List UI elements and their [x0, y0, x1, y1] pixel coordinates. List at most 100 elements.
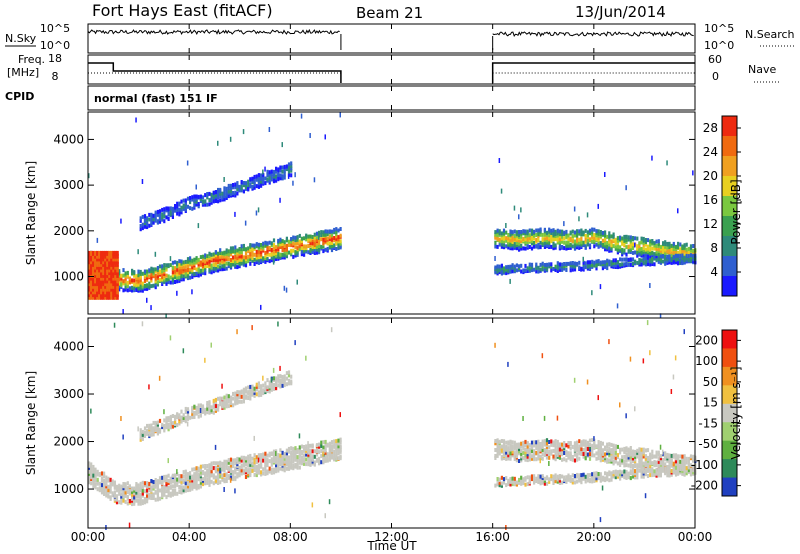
echo-cell	[212, 473, 215, 478]
noise-cell	[670, 389, 673, 394]
echo-cell	[195, 271, 198, 276]
echo-cell	[98, 292, 101, 298]
echo-cell	[238, 473, 241, 478]
echo-cell	[135, 280, 138, 285]
echo-cell	[249, 254, 252, 259]
echo-cell	[253, 182, 256, 187]
echo-cell	[163, 279, 166, 284]
noise-cell	[677, 208, 679, 214]
echo-cell	[180, 259, 183, 264]
echo-cell	[315, 237, 319, 242]
echo-cell	[255, 249, 258, 254]
echo-cell	[260, 464, 263, 469]
echo-cell	[339, 239, 342, 244]
echo-cell	[582, 472, 585, 477]
echo-cell	[262, 241, 265, 246]
echo-cell	[526, 235, 529, 240]
echo-cell	[251, 392, 254, 397]
echo-cell	[561, 237, 564, 241]
echo-cell	[311, 235, 314, 239]
echo-cell	[330, 237, 334, 242]
echo-cell	[165, 482, 168, 487]
echo-cell	[578, 245, 581, 250]
echo-cell	[131, 288, 134, 293]
echo-cell	[165, 281, 168, 286]
echo-cell	[309, 247, 312, 252]
echo-cell	[558, 447, 561, 452]
noise-cell	[649, 283, 651, 288]
echo-cell	[165, 206, 168, 211]
echo-cell	[98, 259, 101, 265]
echo-cell	[584, 452, 587, 457]
echo-cell	[530, 445, 534, 449]
echo-cell	[219, 398, 222, 403]
echo-cell	[496, 228, 499, 233]
echo-cell	[679, 459, 682, 464]
echo-cell	[528, 478, 531, 483]
echo-cell	[528, 457, 531, 462]
echo-cell	[507, 236, 510, 241]
echo-cell	[556, 453, 559, 458]
echo-cell	[116, 286, 119, 292]
echo-cell	[255, 387, 258, 392]
echo-cell	[141, 480, 144, 485]
echo-cell	[496, 477, 499, 481]
echo-cell	[184, 268, 187, 273]
echo-cell	[90, 283, 93, 289]
noise-cell	[580, 266, 582, 272]
echo-cell	[240, 253, 243, 258]
echo-cell	[90, 281, 93, 287]
nave-tick-bottom: 0	[712, 70, 719, 83]
echo-cell	[545, 262, 549, 267]
echo-cell	[619, 447, 622, 452]
echo-cell	[576, 479, 579, 484]
echo-cell	[563, 444, 566, 449]
echo-cell	[178, 485, 181, 489]
echo-cell	[283, 175, 286, 180]
echo-cell	[687, 258, 690, 263]
echo-cell	[556, 439, 559, 444]
echo-cell	[98, 264, 101, 270]
echo-cell	[496, 453, 499, 458]
echo-cell	[281, 176, 284, 181]
echo-cell	[165, 422, 168, 427]
echo-cell	[236, 191, 239, 196]
echo-cell	[251, 176, 254, 181]
echo-cell	[674, 253, 678, 258]
echo-cell	[670, 246, 673, 251]
noise-cell	[234, 488, 236, 494]
echo-cell	[582, 439, 585, 444]
echo-cell	[217, 268, 220, 273]
echo-cell	[518, 459, 521, 463]
echo-cell	[260, 252, 263, 257]
echo-cell	[214, 461, 217, 466]
echo-cell	[292, 241, 295, 246]
echo-cell	[115, 500, 119, 505]
echo-cell	[659, 259, 662, 263]
echo-cell	[139, 288, 142, 293]
echo-cell	[552, 440, 555, 445]
echo-cell	[154, 497, 157, 502]
noise-cell	[229, 477, 232, 483]
echo-cell	[98, 294, 101, 300]
echo-cell	[584, 479, 587, 484]
echo-cell	[539, 240, 542, 245]
colorbar-segment	[722, 422, 737, 442]
echo-cell	[186, 476, 190, 481]
echo-cell	[573, 261, 577, 266]
echo-cell	[244, 386, 248, 391]
echo-cell	[679, 253, 682, 258]
echo-cell	[513, 440, 516, 445]
echo-cell	[260, 173, 263, 178]
echo-cell	[513, 443, 516, 448]
echo-cell	[502, 269, 506, 274]
echo-cell	[126, 284, 129, 288]
echo-cell	[277, 460, 280, 465]
echo-cell	[169, 275, 172, 280]
echo-cell	[180, 477, 183, 482]
echo-cell	[324, 236, 327, 241]
echo-cell	[266, 457, 269, 462]
echo-cell	[324, 446, 327, 451]
echo-cell	[685, 256, 688, 261]
echo-cell	[287, 162, 291, 167]
